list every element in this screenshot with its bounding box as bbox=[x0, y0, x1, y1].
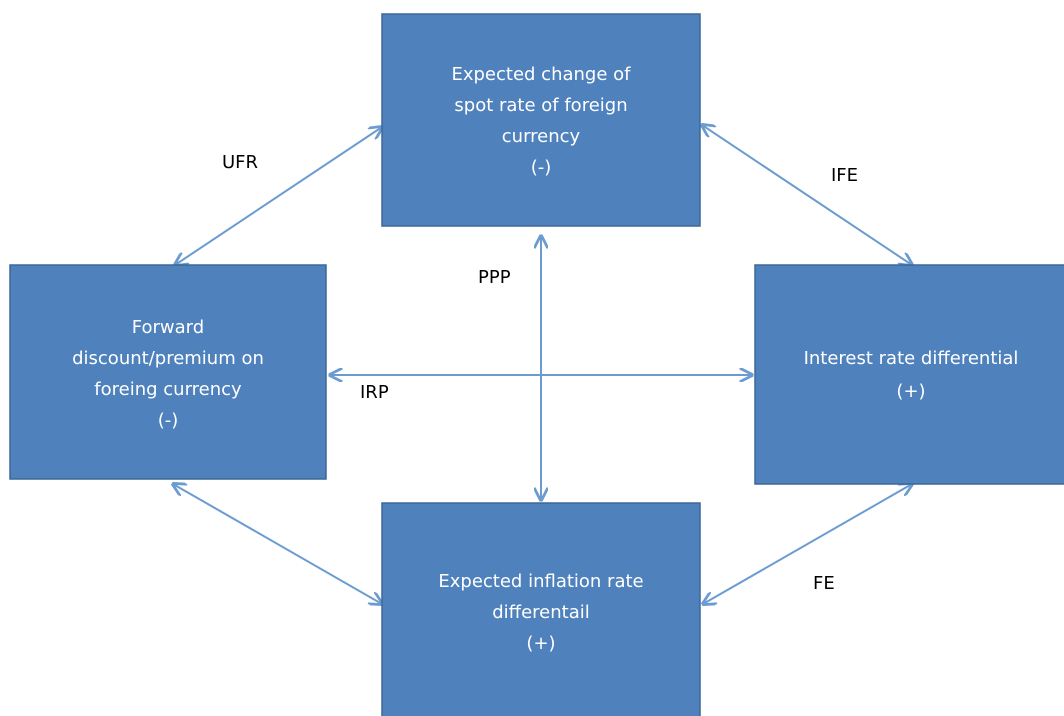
edge-label: FE bbox=[813, 573, 835, 594]
box-text: (-) bbox=[158, 410, 179, 431]
edge-label: IRP bbox=[360, 382, 389, 403]
box-text: Interest rate differential bbox=[804, 348, 1019, 369]
box-text: (-) bbox=[531, 157, 552, 178]
box-inflation bbox=[381, 502, 701, 716]
arrow-ufr bbox=[175, 127, 382, 265]
arrow-ife bbox=[702, 125, 912, 265]
arrow-left-bottom bbox=[173, 484, 382, 604]
edge-label: UFR bbox=[222, 152, 258, 173]
box-text: differentail bbox=[492, 602, 589, 623]
box-text: Expected inflation rate bbox=[438, 571, 643, 592]
box-text: spot rate of foreign bbox=[454, 95, 627, 116]
box-interest bbox=[754, 264, 1064, 485]
box-text: foreing currency bbox=[94, 379, 242, 400]
box-text: (+) bbox=[526, 633, 555, 654]
edge-label: IFE bbox=[831, 165, 858, 186]
box-spot-rate bbox=[381, 13, 701, 227]
box-text: currency bbox=[502, 126, 581, 147]
box-text: Expected change of bbox=[451, 64, 631, 85]
box-text: Forward bbox=[132, 317, 204, 338]
box-forward bbox=[9, 264, 327, 480]
edge-label: PPP bbox=[478, 267, 511, 288]
box-text: discount/premium on bbox=[72, 348, 264, 369]
box-text: (+) bbox=[896, 381, 925, 402]
arrow-fe bbox=[703, 484, 912, 604]
